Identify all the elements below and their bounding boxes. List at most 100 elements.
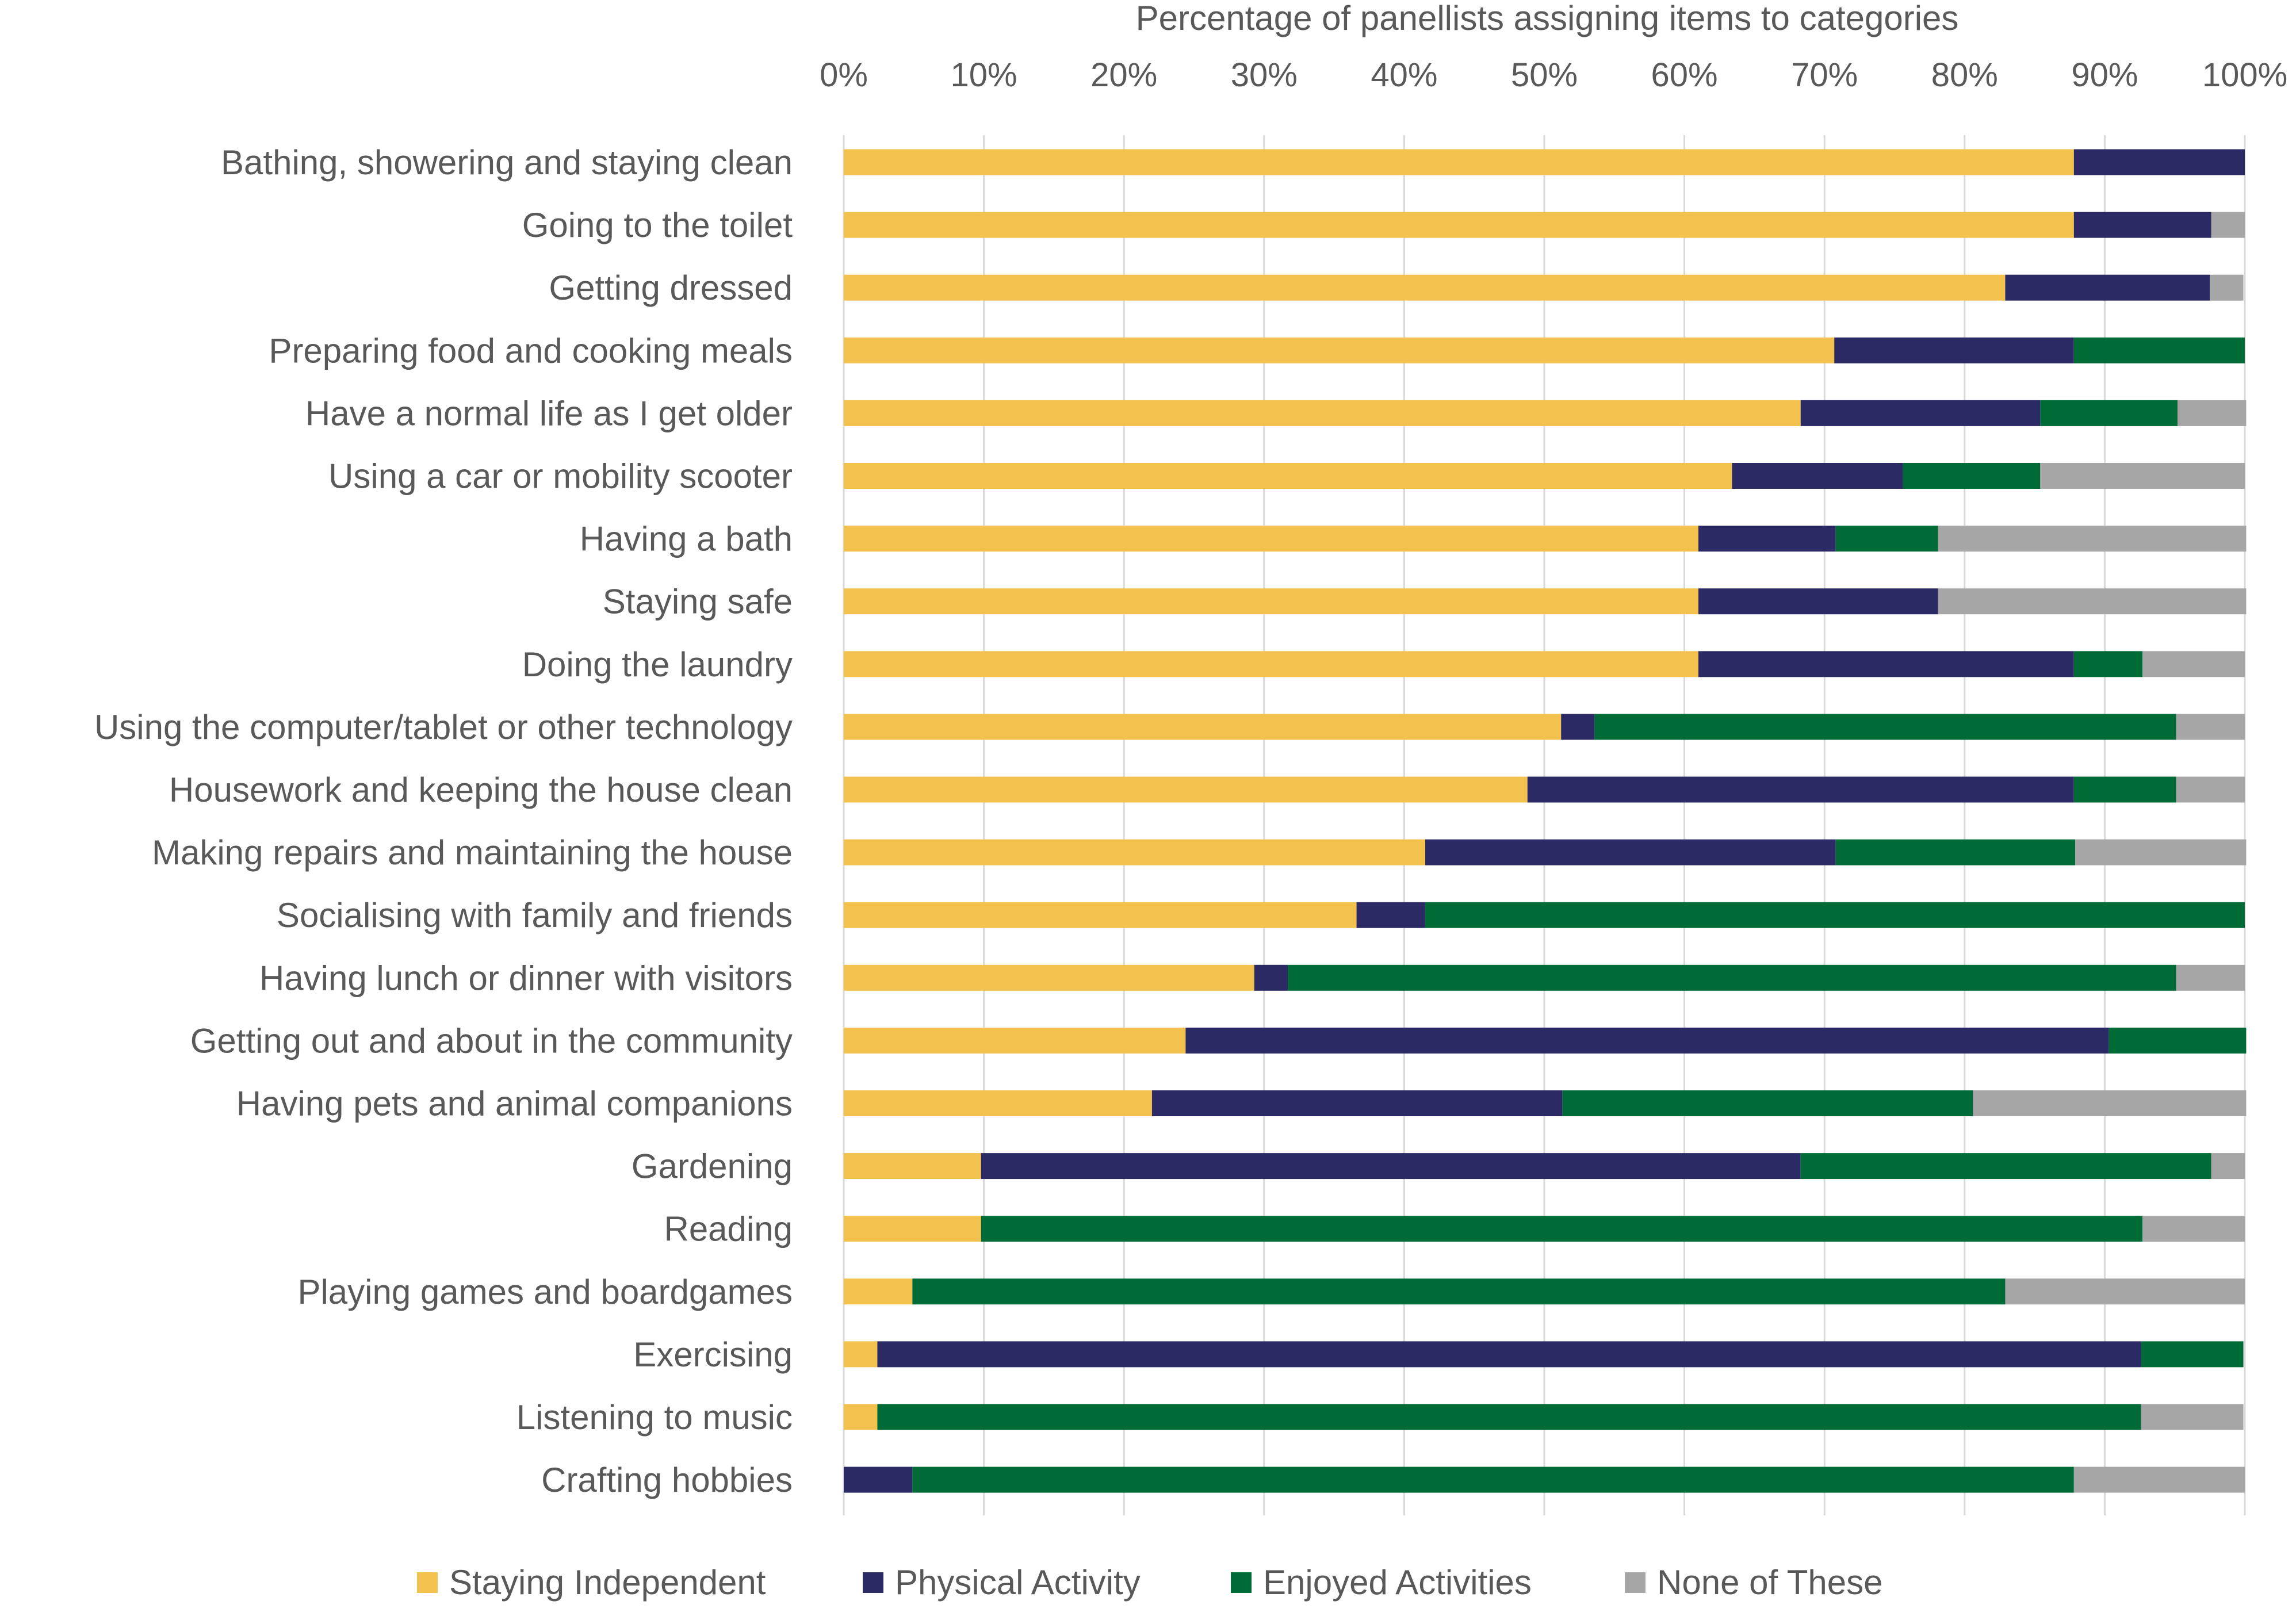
bar-segment <box>1562 1090 1973 1116</box>
bar-segment <box>1356 902 1425 928</box>
category-label: Doing the laundry <box>522 645 793 684</box>
bar-segment <box>844 400 1801 426</box>
x-tick-label: 60% <box>1651 56 1718 94</box>
bar-segment <box>844 839 1425 865</box>
bar-segment <box>1834 337 2074 363</box>
x-tick-label: 10% <box>951 56 1017 94</box>
bar-segment <box>1698 526 1836 552</box>
bar-segment <box>844 526 1698 552</box>
bar-segment <box>844 1216 981 1242</box>
bar-segment <box>1835 839 2076 865</box>
category-label: Exercising <box>633 1335 793 1374</box>
category-label: Housework and keeping the house clean <box>169 771 793 809</box>
category-label: Having lunch or dinner with visitors <box>259 959 793 997</box>
bar-segment <box>1151 1090 1563 1116</box>
bar-segment <box>2211 1153 2245 1179</box>
bar-segment <box>844 964 1254 991</box>
bars <box>844 149 2247 1493</box>
x-tick-label: 30% <box>1231 56 1298 94</box>
bar-segment <box>877 1341 2141 1368</box>
bar-segment <box>844 651 1698 677</box>
bar-segment <box>2073 1466 2245 1493</box>
x-tick-label: 90% <box>2071 56 2138 94</box>
bar-segment <box>1425 839 1836 865</box>
bar-segment <box>2073 149 2245 175</box>
legend: Staying Independent Physical Activity Enjo… <box>417 1563 1883 1602</box>
bar-segment <box>2073 337 2245 363</box>
bar-segment <box>1698 651 2074 677</box>
x-tick-label: 20% <box>1090 56 1157 94</box>
bar-segment <box>877 1404 2141 1430</box>
bar-segment <box>981 1153 1801 1179</box>
bar-segment <box>2142 651 2245 677</box>
category-label: Making repairs and maintaining the house <box>152 833 793 872</box>
category-label: Playing games and boardgames <box>297 1273 793 1311</box>
bar-segment <box>844 463 1732 489</box>
bar-segment <box>1561 714 1595 740</box>
legend-label: Staying Independent <box>449 1563 766 1602</box>
bar-segment <box>844 274 2006 301</box>
bar-segment <box>1527 776 2074 803</box>
category-label: Preparing food and cooking meals <box>269 331 793 370</box>
bar-segment <box>1185 1027 2109 1054</box>
category-label: Have a normal life as I get older <box>305 394 793 432</box>
bar-segment <box>2073 212 2211 238</box>
bar-segment <box>912 1466 2074 1493</box>
bar-segment <box>2073 776 2176 803</box>
bar-segment <box>2176 964 2245 991</box>
x-tick-label: 40% <box>1371 56 1437 94</box>
bar-segment <box>1800 400 2041 426</box>
bar-segment <box>844 1278 913 1305</box>
bar-segment <box>1732 463 1903 489</box>
bar-segment <box>2109 1027 2247 1054</box>
x-tick-label: 80% <box>1931 56 1998 94</box>
bar-segment <box>2075 839 2247 865</box>
category-label: Gardening <box>632 1147 793 1186</box>
category-label: Getting out and about in the community <box>190 1021 793 1060</box>
bar-segment <box>2141 1404 2244 1430</box>
bar-segment <box>2178 400 2247 426</box>
chart-title: Percentage of panellists assigning items… <box>1136 0 1959 37</box>
bar-segment <box>844 1153 981 1179</box>
bar-segment <box>1288 964 2176 991</box>
bar-segment <box>2040 463 2245 489</box>
category-label: Getting dressed <box>549 269 793 307</box>
x-tick-label: 50% <box>1511 56 1578 94</box>
bar-segment <box>844 337 1835 363</box>
bar-segment <box>1938 526 2247 552</box>
bar-segment <box>844 588 1698 615</box>
category-label: Socialising with family and friends <box>277 896 793 935</box>
x-tick-label: 0% <box>820 56 868 94</box>
bar-segment <box>2005 1278 2245 1305</box>
category-label: Having a bath <box>580 520 793 558</box>
category-label: Crafting hobbies <box>541 1461 793 1499</box>
bar-segment <box>1425 902 2245 928</box>
bar-segment <box>2210 274 2244 301</box>
category-label: Reading <box>664 1210 793 1248</box>
bar-segment <box>1594 714 2176 740</box>
bar-segment <box>1698 588 1938 615</box>
bar-segment <box>2005 274 2210 301</box>
bar-segment <box>2073 651 2143 677</box>
bar-segment <box>981 1216 2143 1242</box>
legend-swatch <box>1231 1572 1252 1593</box>
category-labels: Bathing, showering and staying clean Goin… <box>94 143 793 1499</box>
legend-swatch <box>417 1572 438 1593</box>
category-label: Going to the toilet <box>522 206 793 244</box>
bar-segment <box>2142 1216 2245 1242</box>
bar-segment <box>844 1341 878 1368</box>
bar-segment <box>1254 964 1288 991</box>
x-tick-label: 100% <box>2202 56 2287 94</box>
bar-segment <box>844 149 2074 175</box>
bar-segment <box>912 1278 2006 1305</box>
bar-segment <box>1973 1090 2247 1116</box>
bar-segment <box>844 1027 1186 1054</box>
bar-segment <box>2040 400 2178 426</box>
bar-segment <box>2141 1341 2244 1368</box>
category-label: Using a car or mobility scooter <box>328 457 793 496</box>
category-label: Using the computer/tablet or other techn… <box>94 708 793 746</box>
x-tick-label: 70% <box>1791 56 1858 94</box>
bar-segment <box>844 1466 913 1493</box>
category-label: Bathing, showering and staying clean <box>221 143 793 182</box>
